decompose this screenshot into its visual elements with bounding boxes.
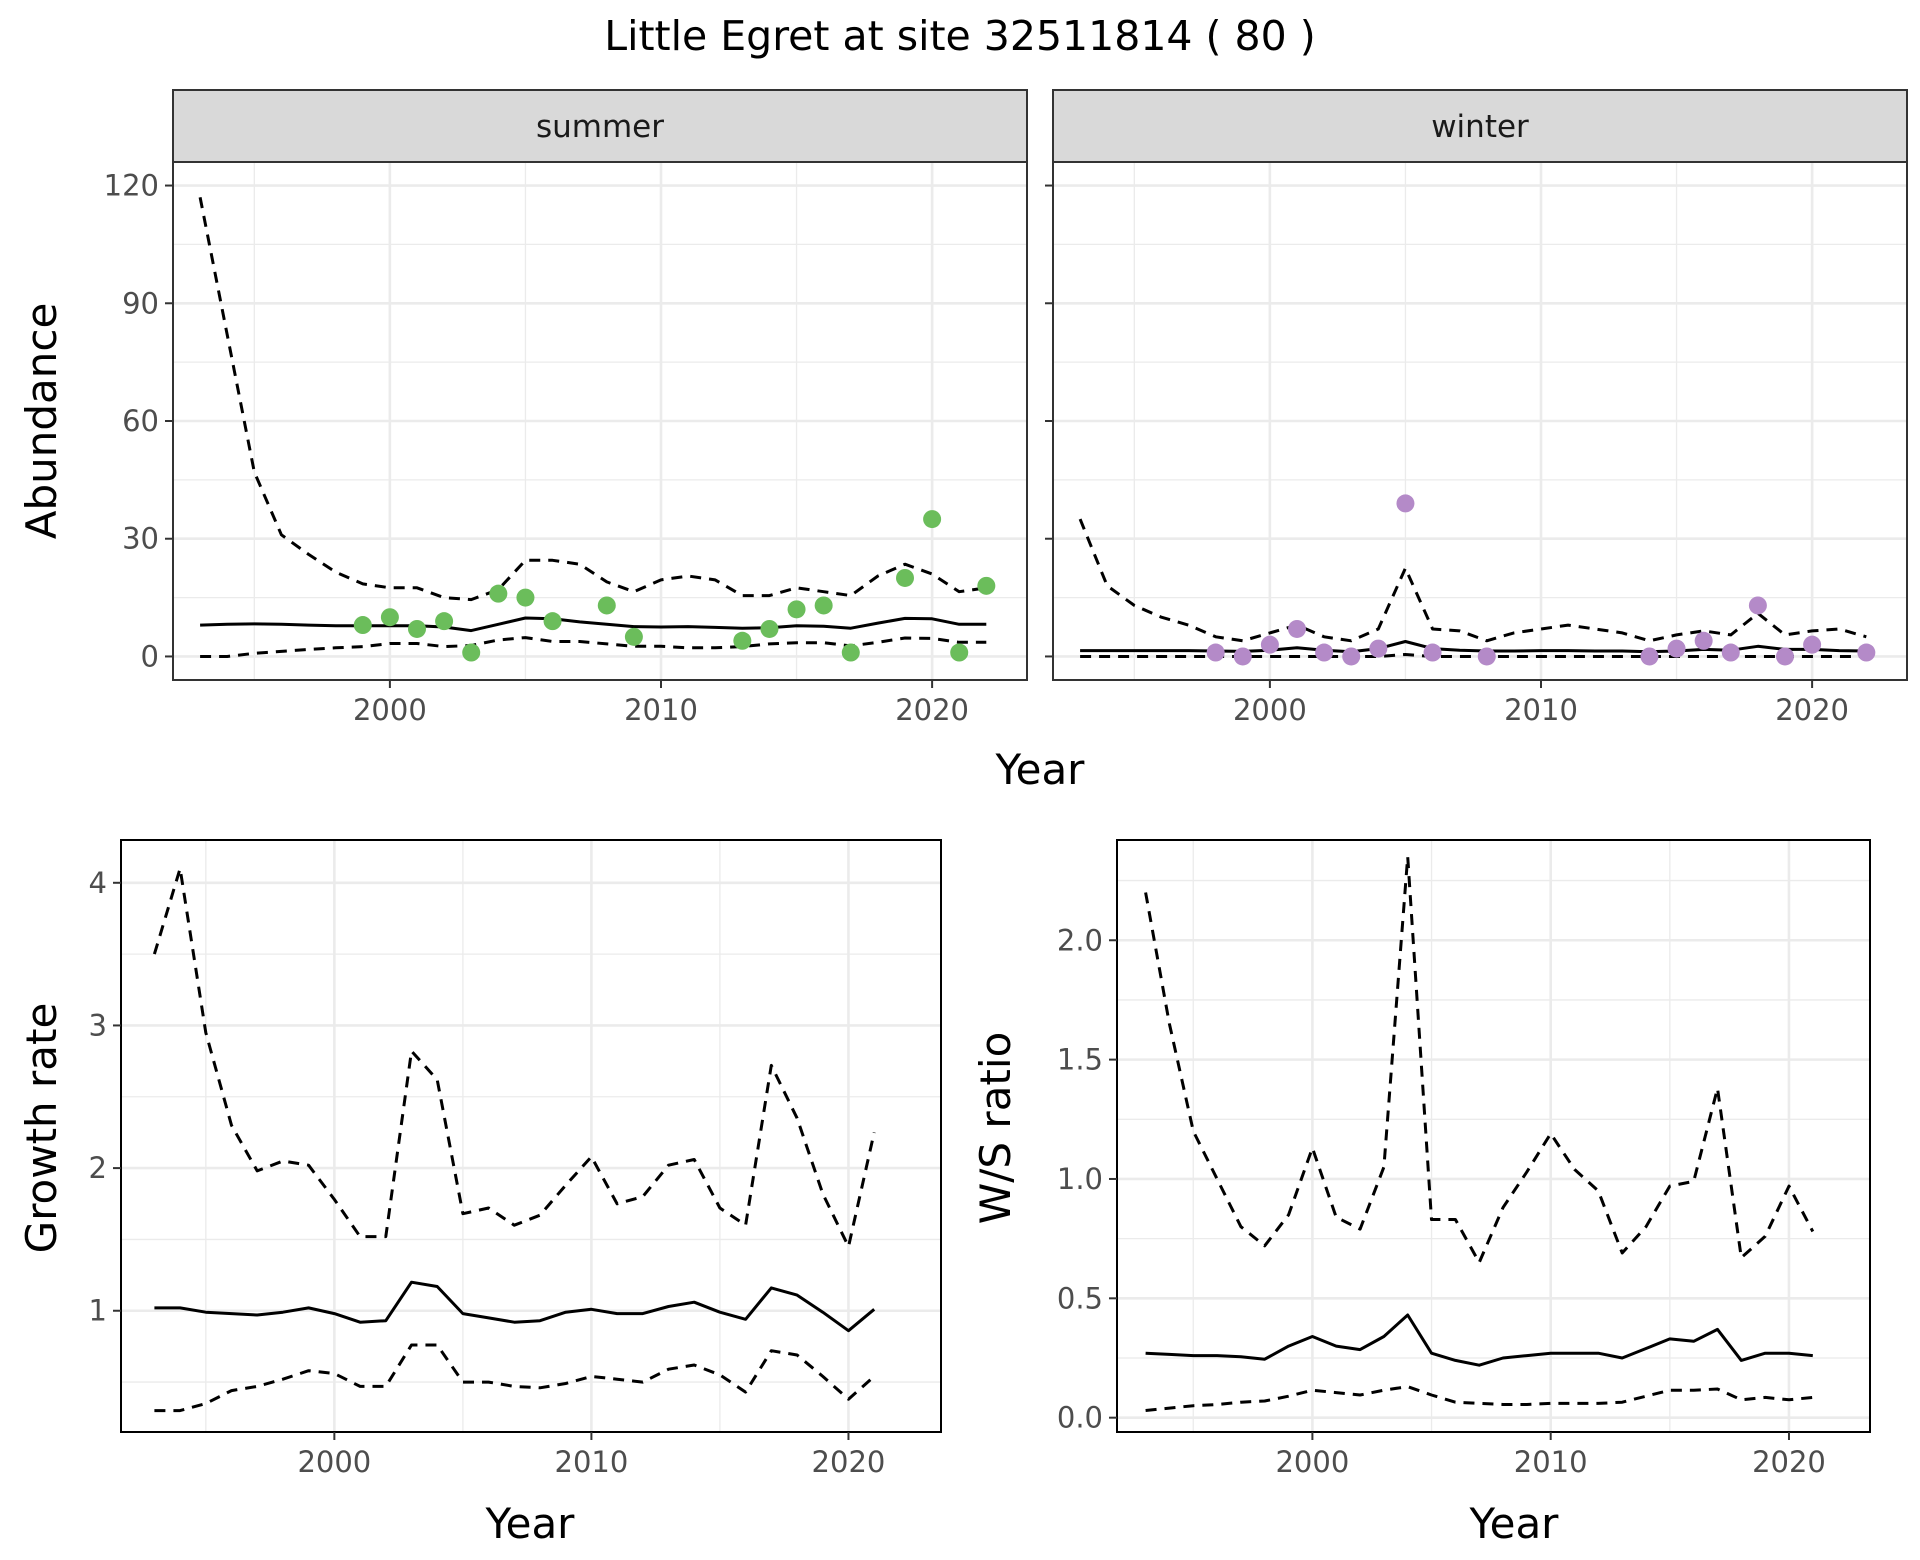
facet-strip-label: summer bbox=[536, 109, 664, 145]
facet-strip bbox=[1052, 89, 1908, 163]
y-tick-label: 0 bbox=[141, 639, 159, 673]
data-point bbox=[1803, 635, 1822, 654]
data-point bbox=[462, 643, 481, 662]
x-tick-label: 2000 bbox=[1233, 693, 1307, 727]
y-tick-label: 3 bbox=[89, 1008, 107, 1042]
y-tick-label: 90 bbox=[122, 286, 159, 320]
data-point bbox=[380, 608, 399, 627]
data-point bbox=[787, 600, 806, 619]
y-tick-label: 0.0 bbox=[1057, 1401, 1103, 1435]
growth-y-axis-title: Growth rate bbox=[17, 1003, 66, 1254]
data-point bbox=[841, 643, 860, 662]
growth-x-axis-title: Year bbox=[485, 1499, 576, 1548]
data-point bbox=[489, 584, 508, 603]
ws-ratio-panel: 2000 2010 2020 0.0 0.5 1.0 1.5 2.0 bbox=[1057, 839, 1871, 1479]
x-tick-label: 2000 bbox=[297, 1445, 371, 1479]
series-line-estimate bbox=[200, 616, 987, 633]
x-tick-label: 2020 bbox=[812, 1445, 886, 1479]
ratio-y-axis-title: W/S ratio bbox=[971, 1032, 1020, 1225]
data-point bbox=[1857, 643, 1876, 662]
data-point bbox=[543, 612, 562, 631]
series-line-upper bbox=[1144, 855, 1815, 1264]
y-tick-label: 0.5 bbox=[1057, 1281, 1103, 1315]
x-tick-label: 2010 bbox=[1504, 693, 1578, 727]
facet-strip bbox=[172, 89, 1028, 163]
plot-area bbox=[121, 840, 941, 1432]
data-point bbox=[408, 619, 426, 638]
series-line-upper bbox=[152, 867, 876, 1249]
x-tick-label: 2020 bbox=[1775, 693, 1849, 727]
x-tick-label: 2010 bbox=[624, 693, 698, 727]
data-point bbox=[923, 510, 942, 529]
data-point bbox=[1477, 647, 1496, 666]
series-line-estimate bbox=[1145, 1313, 1813, 1367]
data-point bbox=[624, 627, 643, 646]
winter-panel: winter 2000 2010 2020 bbox=[1045, 89, 1908, 727]
y-tick-label: 2.0 bbox=[1057, 923, 1103, 957]
data-point bbox=[1206, 643, 1225, 662]
x-tick-label: 2010 bbox=[555, 1445, 629, 1479]
ratio-x-axis-title: Year bbox=[1469, 1499, 1560, 1548]
x-tick-label: 2020 bbox=[895, 693, 969, 727]
y-tick-label: 2 bbox=[89, 1151, 107, 1185]
top-x-axis-title: Year bbox=[995, 745, 1086, 794]
plot-area bbox=[1117, 840, 1870, 1432]
x-tick-label: 2000 bbox=[353, 693, 427, 727]
y-tick-label: 1 bbox=[89, 1294, 107, 1328]
data-point bbox=[1288, 619, 1306, 638]
data-point bbox=[814, 596, 833, 615]
series-line-upper bbox=[1078, 518, 1867, 643]
panel-border bbox=[120, 839, 942, 1433]
y-tick-label: 120 bbox=[104, 169, 159, 203]
series-line-lower bbox=[154, 1343, 876, 1413]
data-point bbox=[1260, 635, 1279, 654]
data-point bbox=[1315, 643, 1334, 662]
data-point bbox=[977, 576, 996, 595]
panel-border bbox=[1116, 839, 1871, 1433]
data-point bbox=[1369, 639, 1388, 658]
x-tick-label: 2010 bbox=[1514, 1445, 1588, 1479]
x-tick-label: 2000 bbox=[1275, 1445, 1349, 1479]
figure-title: Little Egret at site 32511814 ( 80 ) bbox=[604, 12, 1316, 60]
data-point bbox=[1694, 631, 1713, 650]
data-point bbox=[435, 612, 454, 631]
data-point bbox=[1423, 643, 1442, 662]
x-tick-label: 2020 bbox=[1752, 1445, 1826, 1479]
data-point bbox=[597, 596, 616, 615]
data-point bbox=[950, 643, 969, 662]
data-point bbox=[1396, 494, 1415, 513]
data-point bbox=[1640, 647, 1659, 666]
data-point bbox=[896, 568, 914, 587]
top-y-axis-title: Abundance bbox=[17, 303, 66, 540]
data-point bbox=[1776, 647, 1794, 666]
y-tick-label: 4 bbox=[89, 866, 107, 900]
y-tick-label: 60 bbox=[122, 404, 159, 438]
y-tick-label: 1.0 bbox=[1057, 1162, 1103, 1196]
data-point bbox=[760, 619, 779, 638]
data-point bbox=[1667, 639, 1686, 658]
data-point bbox=[1342, 647, 1361, 666]
facet-strip-label: winter bbox=[1431, 109, 1529, 145]
y-tick-label: 1.5 bbox=[1057, 1043, 1103, 1077]
data-point bbox=[516, 588, 535, 607]
series-line-upper bbox=[198, 197, 987, 602]
data-point bbox=[1721, 643, 1740, 662]
data-point bbox=[353, 616, 372, 635]
summer-panel: summer 2000 2010 2020 0 30 60 90 120 bbox=[104, 89, 1028, 727]
growth-rate-panel: 2000 2010 2020 1 2 3 4 bbox=[89, 839, 942, 1479]
data-point bbox=[733, 631, 752, 650]
y-tick-label: 30 bbox=[122, 522, 159, 556]
data-point bbox=[1748, 596, 1767, 615]
series-line-estimate bbox=[154, 1280, 876, 1333]
data-point bbox=[1233, 647, 1252, 666]
